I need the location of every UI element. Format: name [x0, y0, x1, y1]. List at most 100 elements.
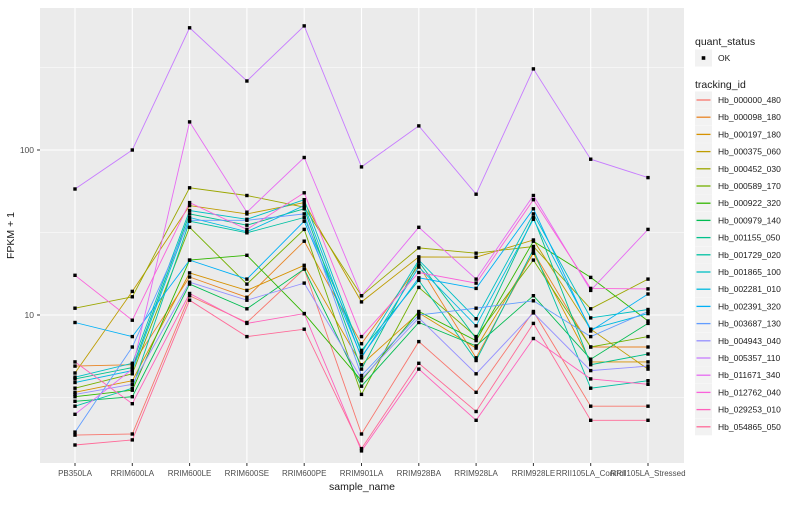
data-point: [474, 372, 478, 376]
x-tick-label: RRII105LA_Stressed: [610, 469, 685, 478]
data-point: [646, 287, 650, 291]
data-point: [417, 225, 421, 229]
data-point: [187, 212, 192, 216]
ok-square-point-icon: [701, 56, 706, 60]
data-point: [302, 311, 306, 316]
data-point: [531, 244, 536, 249]
data-point: [245, 193, 249, 198]
data-point: [73, 443, 77, 447]
x-tick-label: RRII105LA_Control: [556, 469, 626, 478]
data-point: [359, 432, 364, 436]
data-point: [474, 358, 478, 363]
data-point: [302, 239, 306, 243]
data-point: [531, 294, 536, 298]
data-point: [474, 336, 478, 341]
legend-label-Hb_012762_040: Hb_012762_040: [718, 387, 781, 397]
data-point: [187, 225, 192, 229]
data-point: [359, 377, 364, 381]
legend-title-quant-status: quant_status: [695, 36, 755, 48]
legend-label-Hb_000922_320: Hb_000922_320: [718, 198, 781, 208]
data-point: [73, 433, 77, 437]
data-point: [187, 203, 192, 208]
data-point: [187, 258, 192, 262]
data-point: [589, 377, 593, 381]
data-point: [187, 218, 192, 222]
x-tick-label: PB350LA: [58, 469, 92, 478]
axes: 100 10 PB350LA RRIM600LA RRIM600LE RRIM600SE R…: [5, 145, 686, 493]
x-tick-label: RRIM928LA: [454, 469, 498, 478]
data-point: [589, 329, 593, 333]
data-point: [359, 294, 364, 298]
data-point: [359, 334, 364, 339]
legend-label-Hb_001729_020: Hb_001729_020: [718, 250, 781, 260]
data-point: [474, 334, 478, 339]
legend-label-Hb_001865_100: Hb_001865_100: [718, 267, 781, 277]
data-point: [359, 300, 364, 304]
data-point: [73, 375, 77, 379]
data-point: [474, 192, 478, 196]
legend-title-tracking-id: tracking_id: [695, 79, 746, 91]
data-point: [359, 363, 364, 367]
y-tick-label: 100: [20, 145, 34, 155]
data-point: [302, 263, 306, 267]
data-point: [474, 277, 478, 281]
data-point: [359, 351, 364, 355]
data-point: [531, 299, 536, 303]
data-point: [130, 382, 134, 386]
x-tick-label: RRIM901LA: [340, 469, 384, 478]
legend-label-Hb_000375_060: Hb_000375_060: [718, 147, 781, 157]
data-point: [646, 334, 650, 339]
legend-label-Hb_004943_040: Hb_004943_040: [718, 336, 781, 346]
data-point: [474, 286, 478, 291]
data-point: [646, 379, 650, 383]
data-point: [73, 386, 77, 390]
data-point: [73, 371, 77, 375]
data-point: [646, 360, 650, 364]
data-point: [417, 263, 421, 267]
data-point: [646, 418, 650, 422]
data-point: [73, 404, 77, 408]
data-point: [417, 339, 421, 344]
data-point: [245, 334, 249, 339]
data-point: [73, 273, 77, 277]
data-point: [73, 380, 77, 385]
data-point: [359, 348, 364, 353]
data-point: [302, 227, 306, 232]
data-point: [646, 382, 650, 386]
data-point: [531, 67, 536, 71]
legend-label-Hb_002281_010: Hb_002281_010: [718, 284, 781, 294]
data-point: [474, 356, 478, 360]
data-point: [187, 26, 192, 30]
data-point: [589, 327, 593, 331]
data-point: [187, 215, 192, 220]
data-point: [531, 321, 536, 326]
data-point: [417, 258, 421, 262]
data-point: [73, 360, 77, 364]
data-point: [245, 307, 249, 311]
data-point: [474, 324, 478, 328]
data-point: [130, 295, 134, 299]
data-point: [417, 265, 421, 269]
data-point: [589, 345, 593, 349]
data-point: [474, 317, 478, 321]
data-point: [646, 404, 650, 408]
data-point: [245, 230, 249, 234]
data-point: [130, 345, 134, 349]
data-point: [302, 200, 306, 205]
data-point: [130, 388, 134, 392]
data-point: [359, 342, 364, 346]
data-point: [73, 412, 77, 416]
legend-label-Hb_054865_050: Hb_054865_050: [718, 422, 781, 432]
legend-label-Hb_003687_130: Hb_003687_130: [718, 319, 781, 329]
data-point: [646, 319, 650, 323]
data-point: [646, 307, 650, 312]
data-point: [531, 258, 536, 262]
data-point: [589, 275, 593, 280]
data-point: [417, 316, 421, 320]
data-point: [531, 207, 536, 211]
data-point: [73, 306, 77, 310]
data-point: [187, 186, 192, 190]
data-point: [589, 404, 593, 408]
data-point: [73, 187, 77, 191]
